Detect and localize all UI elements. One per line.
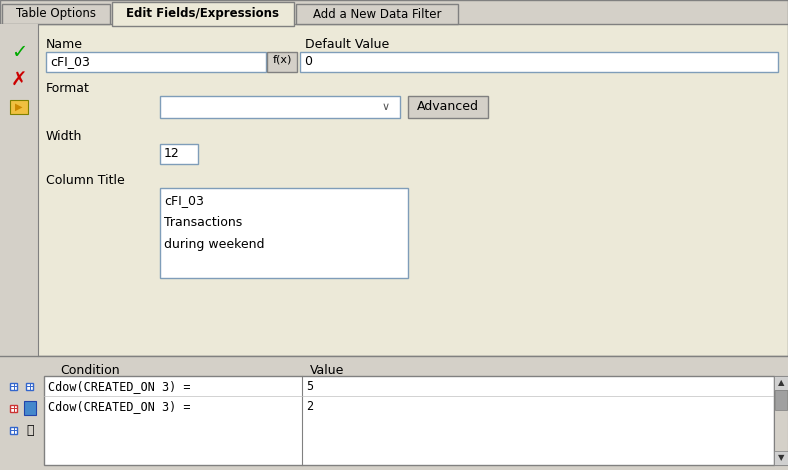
- Bar: [10, 426, 17, 433]
- Text: ▼: ▼: [778, 454, 784, 462]
- Bar: [112, 2, 294, 26]
- Text: during weekend: during weekend: [164, 238, 265, 251]
- Text: Column Title: Column Title: [46, 174, 125, 187]
- Text: cFI_03: cFI_03: [50, 55, 90, 68]
- Text: ✓: ✓: [11, 42, 28, 62]
- Text: 0: 0: [304, 55, 312, 68]
- Text: 12: 12: [164, 147, 180, 160]
- Text: Width: Width: [46, 130, 83, 143]
- Text: Cdow(CREATED_ON 3) =: Cdow(CREATED_ON 3) =: [48, 380, 191, 393]
- Text: ✗: ✗: [11, 70, 28, 89]
- Text: Value: Value: [310, 364, 344, 377]
- Text: f(x): f(x): [273, 55, 292, 65]
- Bar: [10, 383, 17, 390]
- Text: Transactions: Transactions: [164, 216, 242, 229]
- Bar: [10, 405, 17, 412]
- Bar: [0, 24, 788, 356]
- Bar: [774, 376, 788, 390]
- Bar: [0, 356, 788, 470]
- Bar: [408, 96, 488, 118]
- Text: 🗑: 🗑: [26, 423, 34, 437]
- Bar: [160, 144, 198, 164]
- Text: Name: Name: [46, 38, 83, 51]
- Bar: [267, 52, 297, 72]
- Bar: [774, 451, 788, 465]
- Text: ∨: ∨: [382, 102, 390, 112]
- Bar: [2, 4, 110, 24]
- Text: Advanced: Advanced: [417, 100, 479, 113]
- Text: cFI_03: cFI_03: [164, 194, 204, 207]
- Text: Table Options: Table Options: [16, 8, 96, 21]
- Bar: [774, 376, 788, 465]
- Text: 5: 5: [306, 380, 313, 393]
- Text: Format: Format: [46, 82, 90, 95]
- Bar: [10, 100, 28, 114]
- Text: Condition: Condition: [60, 364, 120, 377]
- Bar: [27, 383, 34, 390]
- Bar: [46, 52, 266, 72]
- Bar: [296, 4, 458, 24]
- Bar: [160, 188, 408, 278]
- Bar: [775, 390, 787, 410]
- Bar: [300, 52, 778, 72]
- Text: ▶: ▶: [15, 102, 23, 112]
- Text: 2: 2: [306, 400, 313, 413]
- Bar: [44, 376, 774, 465]
- Text: Cdow(CREATED_ON 3) =: Cdow(CREATED_ON 3) =: [48, 400, 191, 413]
- Bar: [0, 24, 38, 356]
- Bar: [24, 401, 36, 415]
- Bar: [160, 96, 400, 118]
- Text: Edit Fields/Expressions: Edit Fields/Expressions: [127, 8, 280, 21]
- Text: Add a New Data Filter: Add a New Data Filter: [313, 8, 441, 21]
- Text: Default Value: Default Value: [305, 38, 389, 51]
- Text: ▲: ▲: [778, 378, 784, 387]
